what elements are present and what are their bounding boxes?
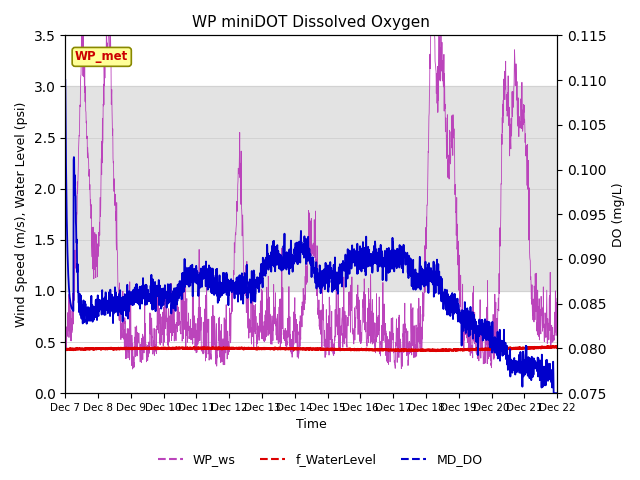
Bar (65, 86, 557, 291)
Y-axis label: Wind Speed (m/s), Water Level (psi): Wind Speed (m/s), Water Level (psi) (15, 102, 28, 327)
Title: WP miniDOT Dissolved Oxygen: WP miniDOT Dissolved Oxygen (192, 15, 430, 30)
Y-axis label: DO (mg/L): DO (mg/L) (612, 182, 625, 247)
X-axis label: Time: Time (296, 419, 326, 432)
Text: WP_met: WP_met (75, 50, 129, 63)
Legend: WP_ws, f_WaterLevel, MD_DO: WP_ws, f_WaterLevel, MD_DO (152, 448, 488, 471)
